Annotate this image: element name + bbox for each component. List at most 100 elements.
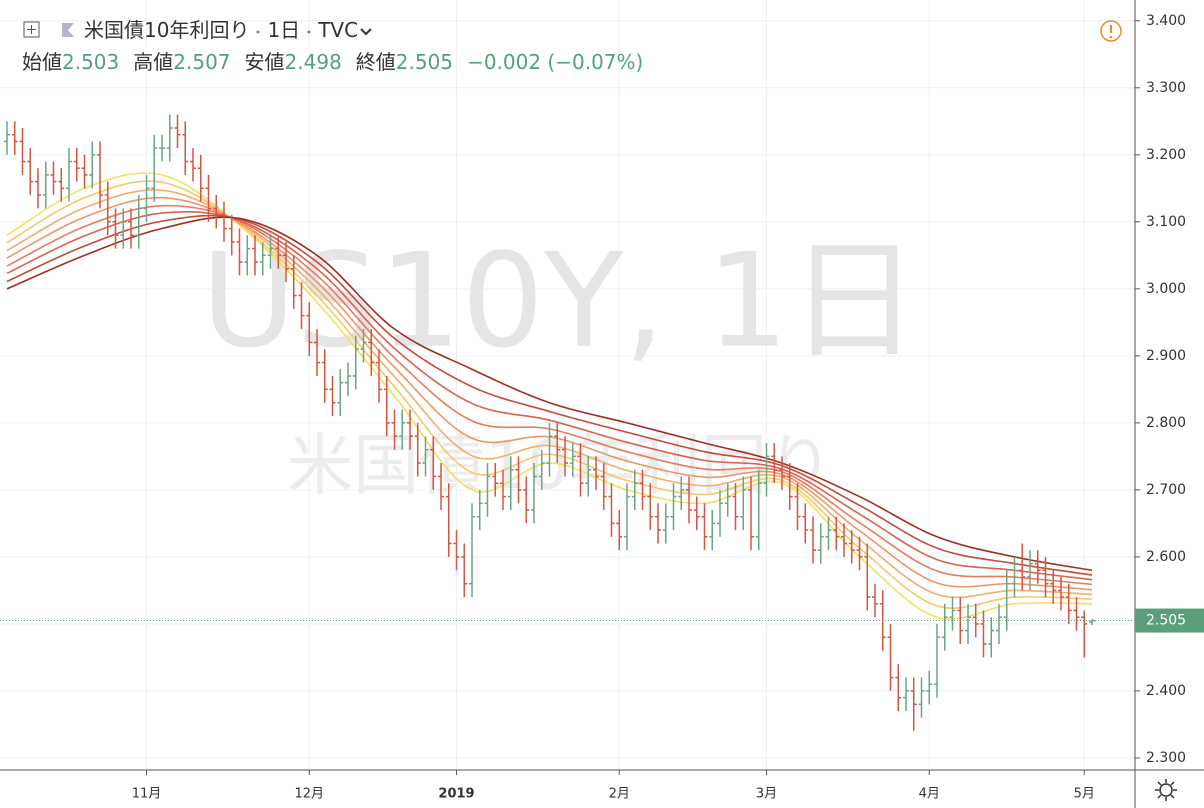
ohlc-bar bbox=[221, 201, 227, 242]
ohlc-bar bbox=[709, 509, 716, 551]
ohlc-bar bbox=[306, 302, 313, 356]
ohlc-bar bbox=[128, 208, 134, 249]
ohlc-bar bbox=[732, 483, 739, 531]
ohlc-bar bbox=[918, 677, 925, 718]
ohlc-bar bbox=[104, 181, 111, 236]
ohlc-bar bbox=[135, 195, 142, 249]
x-tick-label: 5月 bbox=[1074, 787, 1095, 802]
ohlc-bar bbox=[887, 623, 894, 691]
ohlc-bar bbox=[670, 483, 677, 531]
ohlc-bar bbox=[748, 476, 754, 551]
ohlc-bar bbox=[833, 516, 840, 551]
alert-icon[interactable] bbox=[1100, 20, 1122, 42]
open-label: 始値 bbox=[22, 50, 62, 74]
ohlc-bar bbox=[926, 670, 933, 705]
ohlc-bar bbox=[600, 463, 607, 510]
symbol-title: 米国債10年利回り bbox=[84, 18, 250, 42]
ohlc-bar bbox=[988, 617, 995, 658]
ohlc-bar bbox=[81, 154, 88, 189]
separator bbox=[307, 30, 311, 34]
settings-icon[interactable] bbox=[1155, 779, 1177, 801]
header: 米国債10年利回り 1日 TVC 始値 2.503 高値 2.507 安値 2.498… bbox=[22, 14, 657, 78]
ohlc-bar bbox=[755, 469, 762, 551]
ohlc-bar bbox=[391, 409, 398, 450]
ohlc-bar bbox=[469, 503, 475, 598]
ohlc-bar bbox=[639, 469, 646, 510]
ohlc-bar bbox=[19, 127, 26, 175]
x-tick-label: 3月 bbox=[756, 787, 777, 802]
separator bbox=[256, 30, 260, 34]
ohlc-bar bbox=[546, 422, 553, 477]
ohlc-bar bbox=[1073, 597, 1080, 631]
y-tick-label: 2.400 bbox=[1146, 683, 1186, 699]
expand-icon[interactable] bbox=[22, 20, 42, 40]
high-label: 高値 bbox=[133, 50, 174, 74]
ohlc-bar bbox=[11, 121, 18, 155]
ohlc-bar bbox=[678, 476, 685, 510]
ohlc-bar bbox=[360, 329, 367, 363]
ohlc-bar bbox=[531, 463, 537, 524]
y-tick-label: 3.000 bbox=[1146, 281, 1186, 297]
y-tick-label: 3.200 bbox=[1146, 147, 1186, 163]
ohlc-bar bbox=[934, 623, 940, 698]
moving-average bbox=[6, 211, 1093, 581]
close-value: 2.505 bbox=[395, 50, 454, 74]
ohlc-bar bbox=[345, 362, 351, 397]
x-tick-label: 11月 bbox=[132, 787, 162, 802]
ohlc-bar bbox=[461, 543, 468, 598]
ohlc-bar bbox=[159, 134, 165, 162]
ohlc-bar bbox=[903, 677, 909, 712]
ohlc-bar bbox=[42, 161, 49, 209]
ohlc-bar bbox=[352, 335, 359, 390]
ohlc-bar bbox=[27, 148, 34, 196]
ohlc-bar bbox=[453, 530, 460, 571]
ohlc-bar bbox=[205, 174, 212, 222]
ohlc-bar bbox=[190, 148, 196, 182]
ohlc-bar bbox=[647, 483, 654, 531]
flag-icon bbox=[62, 23, 74, 37]
interval[interactable]: 1日 bbox=[267, 18, 301, 42]
ohlc-bar bbox=[4, 121, 10, 155]
ohlc-bar bbox=[841, 523, 847, 557]
ohlc-bar bbox=[980, 610, 987, 658]
moving-average bbox=[6, 189, 1093, 599]
x-tick-label: 2月 bbox=[609, 787, 630, 802]
ohlc-bar bbox=[864, 543, 871, 611]
ohlc-bar bbox=[143, 174, 150, 222]
ohlc-bar bbox=[686, 476, 692, 524]
ohlc-bar bbox=[244, 235, 251, 276]
ohlc-bar bbox=[329, 375, 336, 417]
ohlc-bar bbox=[174, 114, 181, 149]
y-tick-label: 2.800 bbox=[1146, 415, 1186, 431]
ohlc-bar bbox=[1011, 556, 1018, 598]
ohlc-bar bbox=[298, 282, 305, 330]
grid bbox=[0, 0, 1135, 770]
ohlc-bar bbox=[608, 483, 615, 537]
ohlc-bar bbox=[1058, 576, 1064, 611]
x-tick-label: 12月 bbox=[294, 787, 324, 802]
ohlc-bar bbox=[802, 503, 809, 544]
ohlc-bar bbox=[422, 436, 429, 477]
ohlc-bar bbox=[438, 463, 444, 510]
dropdown-icon[interactable] bbox=[358, 20, 374, 40]
ohlc-bar bbox=[182, 121, 189, 175]
change: −0.002 (−0.07%) bbox=[467, 50, 644, 74]
ohlc-bar bbox=[445, 483, 452, 557]
ohlc-bar bbox=[73, 148, 80, 182]
ohlc-bar bbox=[825, 516, 832, 551]
x-tick-label: 2019 bbox=[438, 787, 474, 802]
ohlc-bar bbox=[66, 148, 72, 202]
ohlc-bar bbox=[275, 235, 282, 269]
ohlc-bar bbox=[965, 603, 971, 645]
ohlc-bar bbox=[120, 208, 127, 249]
y-tick-label: 2.300 bbox=[1146, 750, 1186, 766]
ohlc-bar bbox=[1027, 550, 1033, 591]
ohlc-bar bbox=[763, 442, 770, 497]
ohlc-bar bbox=[779, 456, 785, 490]
ohlc-bar bbox=[89, 141, 96, 189]
moving-average bbox=[6, 204, 1093, 586]
ohlc-bar bbox=[996, 603, 1002, 645]
ohlc-bar bbox=[724, 483, 731, 517]
